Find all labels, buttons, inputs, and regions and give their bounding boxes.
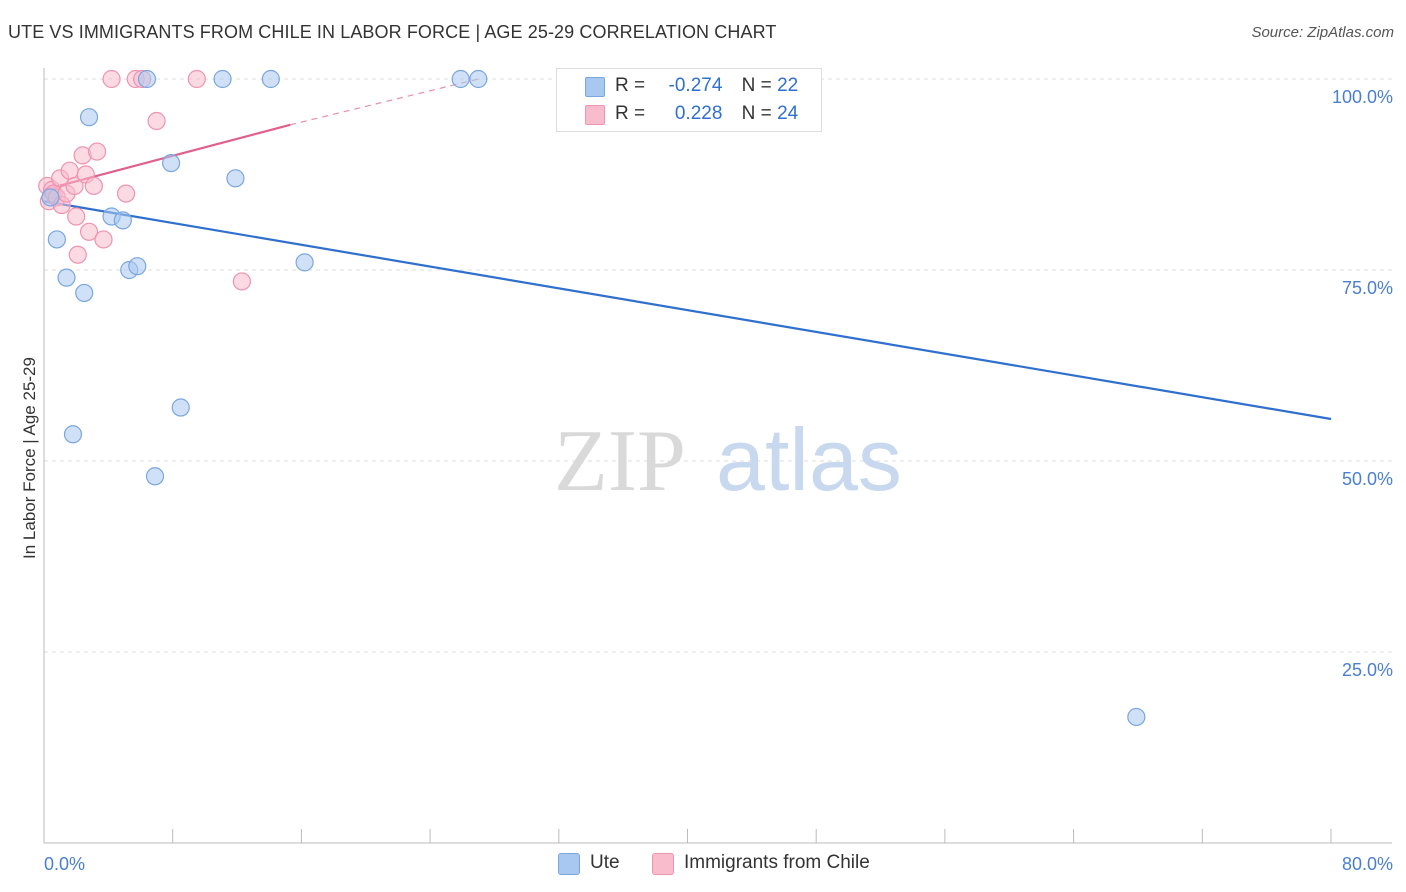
bottom-legend-chile-label: Immigrants from Chile: [684, 852, 870, 873]
ute-point: [469, 69, 488, 89]
x-tick-min: 0.0%: [44, 854, 85, 874]
bottom-legend-ute-swatch: [558, 853, 580, 875]
ute-point: [295, 253, 314, 272]
ute-point: [79, 108, 99, 127]
ute-point: [47, 230, 66, 249]
y-axis-label: In Labor Force | Age 25-29: [20, 357, 39, 559]
legend-chile-n-label: N =: [741, 103, 772, 124]
chile-point: [116, 184, 136, 203]
legend-ute-n-label: N =: [741, 75, 772, 96]
ute-point: [113, 211, 132, 230]
ute-point: [213, 69, 232, 89]
chart-title: UTE VS IMMIGRANTS FROM CHILE IN LABOR FO…: [8, 22, 777, 42]
gridlines: [44, 78, 1392, 653]
chile-point: [84, 176, 103, 196]
legend-ute-swatch: [585, 77, 605, 97]
legend-ute-r-label: R =: [615, 75, 646, 96]
legend-chile-r-value: 0.228: [674, 103, 723, 124]
ute-point: [1127, 707, 1146, 727]
watermark: ZIP atlas: [554, 410, 902, 510]
chile-point: [60, 161, 79, 180]
ute-point: [41, 188, 60, 207]
y-tick-label: 50.0%: [1342, 469, 1393, 489]
chile-trend-extension: [289, 78, 479, 126]
chile-point: [147, 111, 166, 131]
ute-point: [261, 69, 280, 89]
stats-legend: R = -0.274 N = 22 R = 0.228 N = 24: [556, 68, 822, 132]
legend-ute-r-value: -0.274: [668, 75, 723, 96]
bottom-legend-ute-label: Ute: [590, 852, 620, 873]
watermark-zip: ZIP: [554, 413, 686, 510]
x-tick-max: 80.0%: [1342, 854, 1393, 874]
chile-point: [187, 69, 206, 89]
ute-trend-line: [43, 200, 1332, 421]
axes: [43, 68, 1392, 844]
legend-chile-row: R = 0.228 N = 24: [615, 103, 798, 125]
ute-point: [161, 153, 181, 173]
y-tick-labels: 25.0% 50.0% 75.0% 100.0%: [1332, 87, 1393, 680]
ute-point: [63, 425, 83, 444]
legend-ute-row: R = -0.274 N = 22: [615, 75, 798, 97]
source-label: Source: ZipAtlas.com: [1251, 24, 1394, 41]
bottom-legend-chile-swatch: [652, 853, 674, 875]
ute-point: [57, 268, 76, 287]
legend-chile-swatch: [585, 105, 605, 125]
chile-point: [67, 207, 86, 226]
watermark-atlas: atlas: [716, 410, 902, 509]
chile-point: [94, 230, 113, 249]
ute-point: [145, 467, 165, 486]
y-tick-label: 100.0%: [1332, 87, 1393, 107]
ute-point: [171, 398, 190, 417]
chile-point: [232, 272, 251, 291]
chile-point: [87, 142, 107, 161]
ute-point: [75, 283, 94, 303]
ute-point: [128, 257, 147, 276]
ute-point: [226, 169, 245, 188]
legend-chile-n-value: 24: [777, 103, 799, 124]
chile-point: [68, 245, 87, 264]
chile-point: [79, 222, 99, 241]
chile-point: [65, 176, 84, 196]
legend-ute-n-value: 22: [777, 75, 799, 96]
data-points: [38, 69, 1146, 727]
legend-chile-r-label: R =: [615, 103, 646, 124]
chile-point: [102, 69, 121, 89]
y-tick-label: 25.0%: [1342, 660, 1393, 680]
ute-point: [451, 69, 470, 89]
ute-point: [137, 69, 157, 89]
y-tick-label: 75.0%: [1342, 278, 1393, 298]
